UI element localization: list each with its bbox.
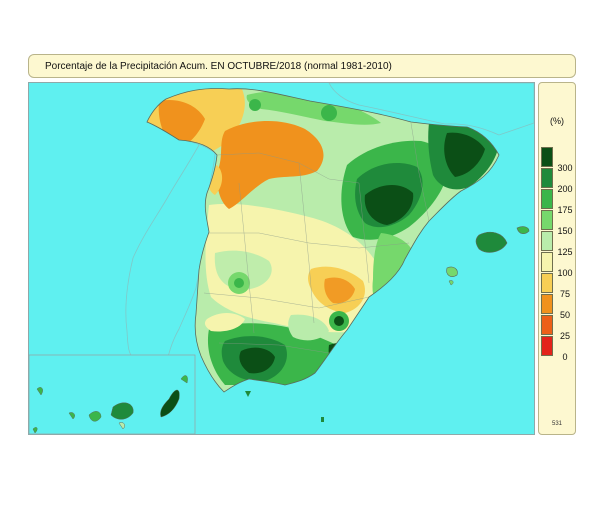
legend-label-50: 50 [559, 310, 570, 320]
peninsula-outline [146, 88, 500, 393]
legend-label-25: 25 [559, 331, 570, 341]
legend-swatch-0 [541, 336, 553, 356]
france-shape [328, 83, 534, 136]
legend-panel: (%) 300 200 175 150 125 100 75 50 25 0 531 [538, 82, 576, 435]
legend-swatch-50 [541, 294, 553, 314]
legend-swatch-25 [541, 315, 553, 335]
legend-label-75: 75 [559, 289, 570, 299]
legend-label-300: 300 [557, 163, 573, 173]
north-africa-points [245, 391, 324, 422]
legend-unit: (%) [550, 116, 564, 126]
legend-label-100: 100 [557, 268, 573, 278]
map-title: Porcentaje de la Precipitación Acum. EN … [28, 54, 576, 78]
legend-label-0: 0 [562, 352, 568, 362]
legend-label-150: 150 [557, 226, 573, 236]
legend-swatch-100 [541, 252, 553, 272]
map-code: 531 [551, 421, 562, 427]
legend-swatch-200 [541, 168, 553, 188]
canary-islands-inset [29, 354, 196, 434]
legend-label-175: 175 [557, 205, 573, 215]
legend-swatch-150 [541, 210, 553, 230]
legend-swatch-300 [541, 147, 553, 167]
balearic-islands [446, 226, 530, 286]
legend-label-125: 125 [557, 247, 573, 257]
legend-swatch-125 [541, 231, 553, 251]
legend-swatch-175 [541, 189, 553, 209]
legend-swatch-75 [541, 273, 553, 293]
precipitation-map [28, 82, 535, 435]
province-boundaries [203, 122, 430, 354]
legend-label-200: 200 [557, 184, 573, 194]
